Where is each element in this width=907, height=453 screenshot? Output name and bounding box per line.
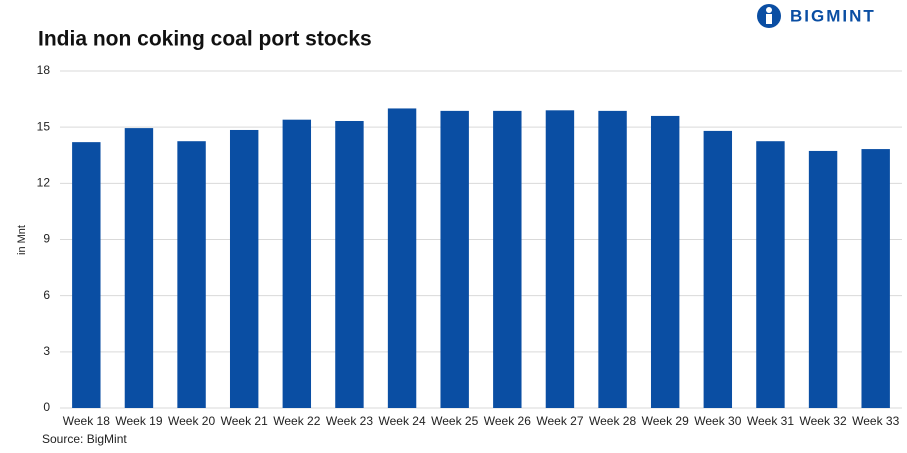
logo-icon	[757, 4, 781, 28]
x-tick-label: Week 33	[852, 414, 899, 428]
y-tick-label: 6	[43, 288, 50, 302]
y-tick-label: 12	[37, 176, 51, 190]
x-tick-label: Week 30	[694, 414, 741, 428]
y-axis-label: in Mnt	[16, 225, 28, 255]
x-tick-label: Week 28	[589, 414, 636, 428]
bar	[124, 128, 154, 408]
bar	[598, 110, 627, 409]
x-tick-label: Week 21	[221, 414, 268, 428]
x-tick-label: Week 22	[273, 414, 320, 428]
bar	[756, 141, 785, 409]
bar	[229, 129, 259, 408]
y-tick-label: 0	[43, 400, 50, 414]
bar	[703, 130, 733, 408]
chart-title: India non coking coal port stocks	[38, 28, 372, 51]
x-tick-label: Week 31	[747, 414, 794, 428]
x-tick-label: Week 19	[115, 414, 162, 428]
x-tick-label: Week 18	[63, 414, 110, 428]
x-tick-label: Week 27	[536, 414, 583, 428]
bar	[545, 110, 575, 409]
bar	[72, 142, 101, 408]
y-tick-label: 18	[37, 63, 51, 77]
bar	[387, 108, 417, 408]
bar	[650, 115, 680, 408]
bar	[493, 110, 522, 409]
y-tick-label: 3	[43, 344, 50, 358]
x-tick-label: Week 20	[168, 414, 215, 428]
logo: BIGMINT	[790, 6, 876, 25]
bar	[861, 149, 890, 409]
y-tick-label: 15	[37, 119, 51, 133]
bar	[282, 119, 312, 408]
x-tick-label: Week 29	[642, 414, 689, 428]
x-tick-label: Week 26	[484, 414, 531, 428]
source: Source: BigMint	[42, 432, 127, 446]
x-tick-label: Week 24	[378, 414, 425, 428]
bar	[440, 110, 469, 409]
y-tick-label: 9	[43, 232, 50, 246]
bar	[808, 150, 838, 408]
bar	[335, 120, 364, 408]
x-tick-label: Week 32	[799, 414, 846, 428]
bar	[177, 141, 206, 409]
x-tick-label: Week 23	[326, 414, 373, 428]
x-tick-label: Week 25	[431, 414, 478, 428]
